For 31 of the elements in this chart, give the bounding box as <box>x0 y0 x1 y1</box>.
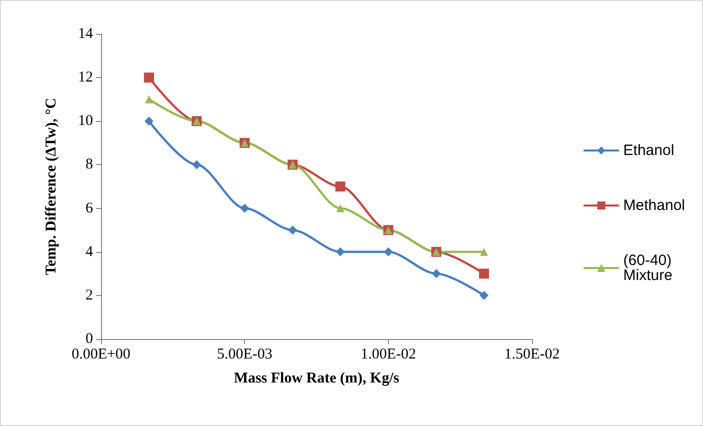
point <box>336 247 345 256</box>
point <box>240 204 250 213</box>
point <box>432 269 441 278</box>
x-tick-label: 1.50E-02 <box>504 346 560 362</box>
point <box>335 182 346 192</box>
legend-label: (60-40) Mixture <box>623 252 676 284</box>
point <box>144 95 153 104</box>
point <box>336 204 344 212</box>
y-tick-label: 10 <box>78 113 93 130</box>
y-axis-title: Temp. Difference (ΔTw), °C <box>44 98 60 276</box>
x-tick-label: 0.00E+00 <box>72 346 130 362</box>
y-tick-label: 2 <box>86 287 93 304</box>
legend-label: Methanol <box>623 197 686 214</box>
y-tick-label: 12 <box>78 70 93 86</box>
point <box>288 226 298 235</box>
point <box>384 247 393 256</box>
point <box>144 116 154 126</box>
x-tick-label: 1.00E-02 <box>360 346 416 362</box>
point <box>480 290 489 300</box>
x-tick-label: 5.00E-03 <box>216 346 272 362</box>
y-tick-label: 0 <box>86 331 93 347</box>
point <box>192 160 202 170</box>
point <box>144 72 154 83</box>
y-tick-label: 4 <box>86 244 94 260</box>
point <box>479 268 490 279</box>
y-tick-label: 14 <box>78 26 94 42</box>
y-tick-label: 6 <box>86 200 94 216</box>
x-axis-title: Mass Flow Rate (m), Kg/s <box>234 370 400 386</box>
y-tick-label: 8 <box>86 156 93 173</box>
point <box>480 248 488 256</box>
legend-label: Ethanol <box>623 142 674 159</box>
